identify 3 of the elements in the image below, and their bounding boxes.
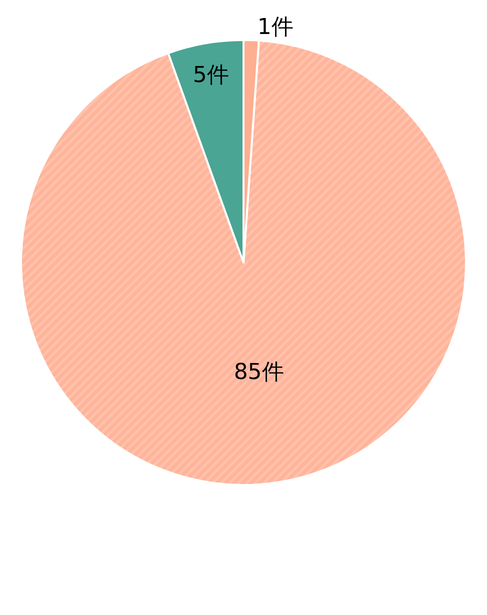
data-label: 85件 bbox=[234, 360, 284, 386]
data-label: 5件 bbox=[192, 62, 229, 88]
data-label: 1件 bbox=[257, 15, 294, 40]
